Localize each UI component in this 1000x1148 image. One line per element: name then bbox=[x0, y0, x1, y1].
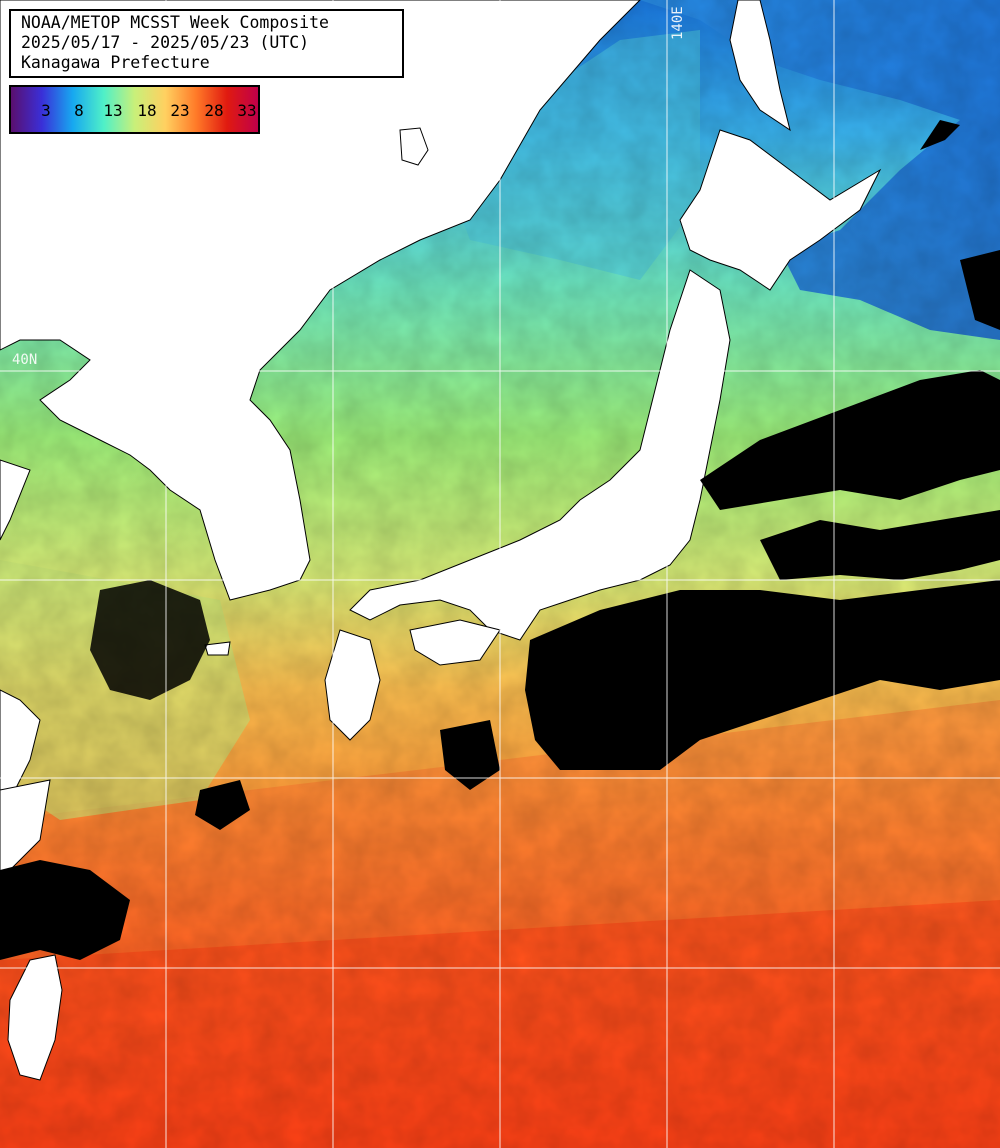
legend-tick: 3 bbox=[41, 101, 51, 120]
island-north bbox=[399, 127, 429, 166]
longitude-label: 140E bbox=[670, 6, 686, 40]
latitude-label: 40N bbox=[12, 352, 38, 368]
title-line-3: Kanagawa Prefecture bbox=[21, 53, 210, 72]
title-panel: NOAA/METOP MCSST Week Composite 2025/05/… bbox=[9, 9, 404, 78]
honshu bbox=[349, 269, 731, 641]
legend-tick: 8 bbox=[74, 101, 84, 120]
jeju bbox=[204, 641, 231, 656]
legend-tick: 33 bbox=[237, 101, 257, 120]
legend-bar bbox=[11, 87, 258, 132]
title-line-2: 2025/05/17 - 2025/05/23 (UTC) bbox=[21, 33, 310, 52]
hokkaido bbox=[679, 129, 882, 291]
cloud-cover bbox=[0, 120, 1000, 960]
color-scale-legend: 3 8 13 18 23 28 33 bbox=[9, 85, 260, 134]
china-coast-fujian bbox=[0, 779, 51, 881]
kyushu bbox=[324, 629, 381, 741]
sakhalin bbox=[729, 0, 791, 132]
taiwan bbox=[7, 954, 63, 1081]
china-coast-shandong bbox=[0, 459, 31, 541]
legend-tick: 28 bbox=[204, 101, 224, 120]
legend-tick: 23 bbox=[170, 101, 190, 120]
shikoku bbox=[409, 619, 501, 666]
title-line-1: NOAA/METOP MCSST Week Composite bbox=[21, 13, 329, 32]
legend-labels: 3 8 13 18 23 28 33 bbox=[11, 87, 258, 132]
land-masses bbox=[0, 0, 882, 1081]
legend-tick: 13 bbox=[103, 101, 123, 120]
legend-tick: 18 bbox=[137, 101, 157, 120]
legend-bar-fill bbox=[11, 87, 258, 132]
